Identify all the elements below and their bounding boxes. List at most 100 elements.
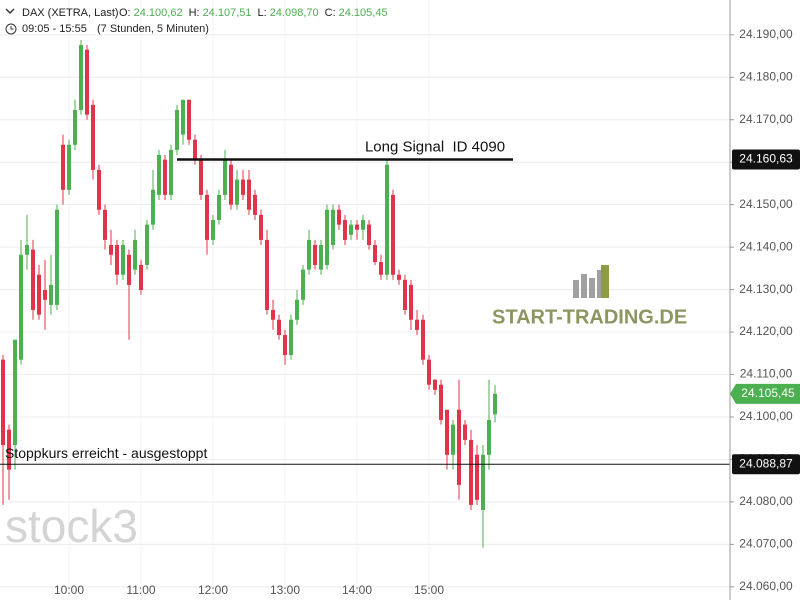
- clock-icon: [5, 23, 17, 35]
- candle-body: [13, 339, 17, 446]
- candle-body: [349, 224, 353, 235]
- candle-body: [169, 149, 173, 195]
- candle-body: [31, 249, 35, 310]
- candle-body: [205, 194, 209, 240]
- collapse-icon[interactable]: [5, 8, 15, 14]
- candle-body: [55, 209, 59, 305]
- candle-body: [145, 224, 149, 265]
- x-tick-label: 10:00: [54, 583, 84, 597]
- y-tick-label: 24.180,00: [739, 69, 793, 83]
- candle-body: [307, 239, 311, 270]
- candle-body: [109, 245, 113, 255]
- candle-body: [289, 319, 293, 355]
- candle-body: [127, 254, 131, 285]
- candle-body: [361, 219, 365, 230]
- y-tick-label: 24.070,00: [739, 537, 793, 551]
- candle-body: [301, 269, 305, 300]
- candle-body: [439, 384, 443, 420]
- candle-body: [475, 454, 479, 500]
- candle-body: [463, 424, 467, 440]
- candle-body: [91, 104, 95, 170]
- candle-body: [229, 164, 233, 205]
- candle-body: [277, 319, 281, 336]
- y-tick-label: 24.130,00: [739, 282, 793, 296]
- candle-body: [487, 419, 491, 455]
- candle-body: [163, 159, 167, 195]
- x-tick-label: 12:00: [198, 583, 228, 597]
- candle-body: [337, 209, 341, 225]
- candle-body: [121, 245, 125, 275]
- candle-body: [445, 409, 449, 455]
- y-tick-label: 24.060,00: [739, 579, 793, 593]
- candle-body: [379, 261, 383, 275]
- ohlc-value: 24.098,70: [270, 7, 319, 19]
- axis: 24.060,0024.070,0024.080,0024.090,0024.1…: [54, 0, 800, 600]
- candle-body: [151, 189, 155, 225]
- candle-body: [415, 319, 419, 330]
- candle-body: [193, 139, 197, 160]
- y-tick-label: 24.120,00: [739, 324, 793, 338]
- ohlc-key: H:: [189, 7, 200, 19]
- candle-body: [367, 224, 371, 246]
- ohlc-value: 24.105,45: [339, 7, 388, 19]
- candle-body: [235, 179, 239, 205]
- y-tick-label: 24.080,00: [739, 494, 793, 508]
- y-tick-label: 24.190,00: [739, 27, 793, 41]
- candle-body: [217, 194, 221, 220]
- candle-body: [97, 169, 101, 210]
- candle-body: [187, 99, 191, 140]
- candle-body: [343, 219, 347, 240]
- ohlc-key: L:: [258, 7, 267, 19]
- candle-body: [19, 254, 23, 360]
- last-price-tag: [730, 383, 800, 404]
- price-tag: [732, 149, 800, 170]
- candle-body: [283, 335, 287, 355]
- candle-body: [385, 164, 389, 275]
- candle-body: [421, 319, 425, 360]
- candle-body: [247, 179, 251, 210]
- y-tick-label: 24.110,00: [740, 367, 793, 381]
- candle-body: [43, 290, 47, 300]
- candle-body: [61, 144, 65, 190]
- ohlc-key: O:: [119, 7, 131, 19]
- candle-body: [253, 194, 257, 215]
- x-tick-label: 13:00: [270, 583, 300, 597]
- candle-body: [199, 159, 203, 195]
- price-tag: [732, 454, 800, 475]
- candle-body: [331, 209, 335, 246]
- site-logo: [573, 265, 609, 298]
- candle-body: [157, 154, 161, 195]
- candle-body: [295, 299, 299, 320]
- y-tick-label: 24.150,00: [739, 197, 793, 211]
- candle-body: [241, 179, 245, 195]
- candle-body: [259, 214, 263, 240]
- candle-body: [409, 284, 413, 320]
- annotation: Stoppkurs erreicht - ausgestoppt: [5, 445, 207, 461]
- ohlc-value: 24.107,51: [203, 7, 252, 19]
- candle-body: [1, 359, 5, 446]
- candle-body: [139, 264, 143, 291]
- candle-body: [481, 454, 485, 510]
- candle-body: [451, 424, 455, 455]
- candle-body: [115, 245, 119, 275]
- candle-body: [493, 393, 497, 415]
- candle-body: [427, 359, 431, 385]
- candle-body: [325, 209, 329, 265]
- candle-body: [469, 439, 473, 505]
- candle-body: [373, 245, 377, 262]
- x-tick-label: 11:00: [126, 583, 155, 597]
- candle-body: [37, 274, 41, 315]
- header: DAX (XETRA, Last) O: 24.100,62 H: 24.107,51…: [5, 7, 388, 35]
- ohlc: O: 24.100,62 H: 24.107,51 L: 24.098,70 C: 24.10…: [119, 7, 388, 19]
- last-price-label: 24.105,45: [741, 386, 795, 400]
- candle-body: [265, 239, 269, 310]
- candle-body: [355, 224, 359, 230]
- candle-body: [175, 109, 179, 150]
- candle-body: [67, 144, 71, 190]
- candle-body: [103, 209, 107, 240]
- y-tick-label: 24.170,00: [739, 112, 793, 126]
- candle-body: [133, 239, 137, 270]
